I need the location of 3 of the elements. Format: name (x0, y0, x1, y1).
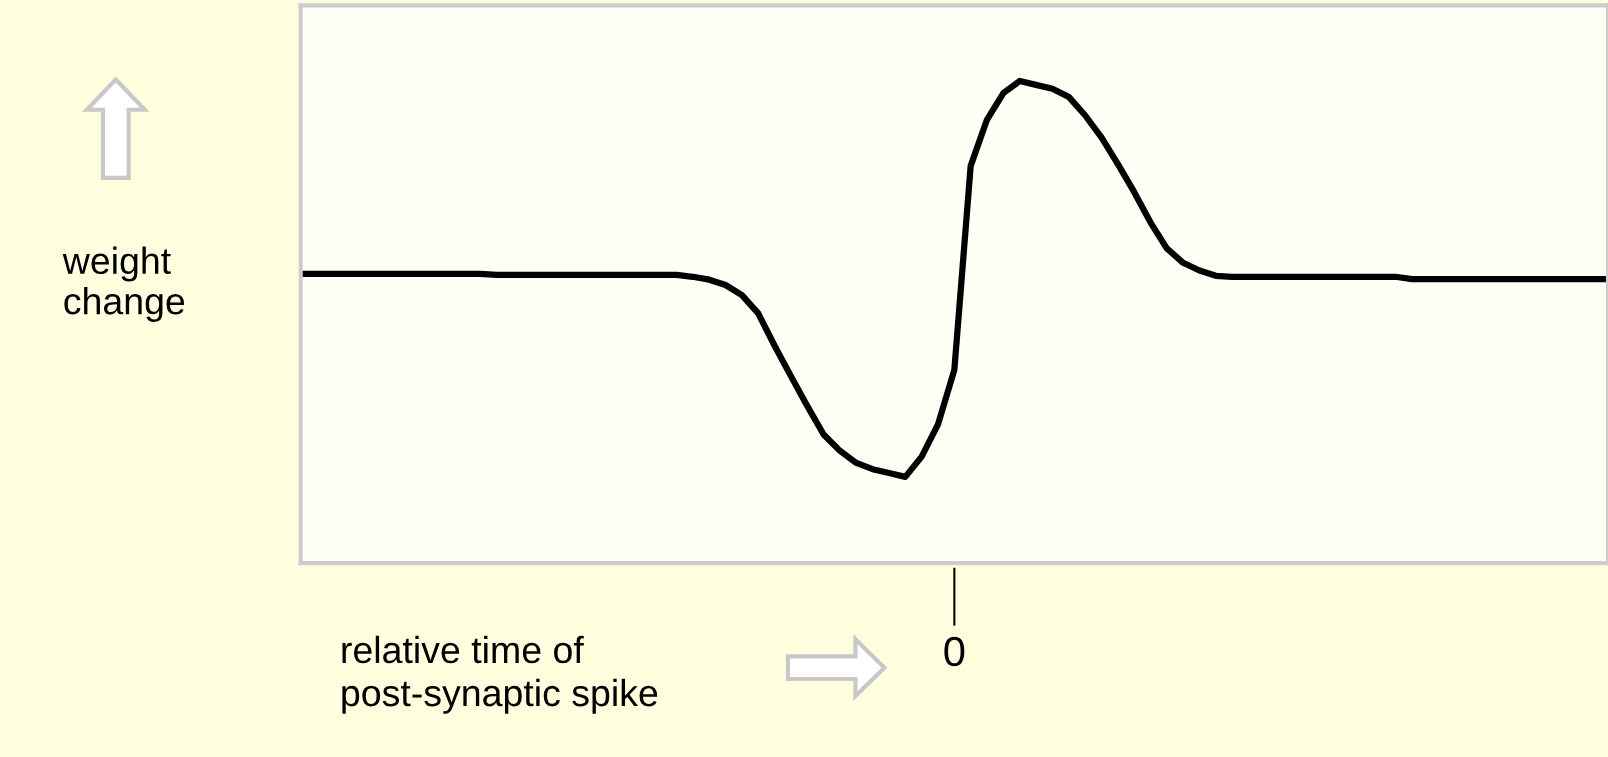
text: 0 (944, 636, 965, 667)
x-axis-title: relative time of post-synaptic spike (342, 635, 658, 714)
y-axis-title: weight change (62, 246, 185, 322)
